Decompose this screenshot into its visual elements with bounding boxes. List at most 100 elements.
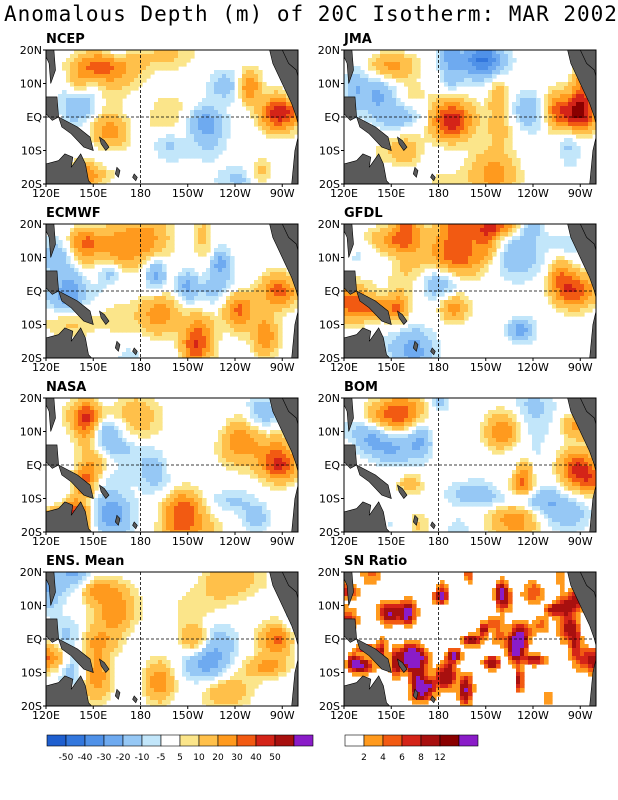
x-tick-label: 180 [130, 361, 151, 374]
colorbar-swatch [179, 734, 200, 747]
x-tick-label: 180 [428, 709, 449, 722]
x-tick-label: 90W [270, 187, 295, 200]
land-mass [579, 224, 596, 251]
y-tick-label: 20S [21, 526, 42, 539]
colorbar-swatch [344, 734, 365, 747]
colorbar-label: 20 [212, 753, 224, 763]
land-mass [99, 484, 110, 499]
land-mass [344, 327, 391, 358]
x-tick-label: 150W [172, 361, 204, 374]
x-tick-label: 120W [517, 709, 549, 722]
land-mass [58, 464, 94, 499]
y-tick-label: 10N [318, 252, 340, 265]
land-mass [344, 270, 357, 295]
y-tick-label: 20S [319, 352, 340, 365]
x-tick-label: 120E [32, 535, 60, 548]
land-mass [430, 695, 436, 704]
x-tick-label: 180 [428, 535, 449, 548]
map-svg: 120E 150E 180 150W 120W 90W 20N 10N EQ 10S 20S [318, 44, 597, 200]
page-title: Anomalous Depth (m) of 20C Isotherm: MAR… [4, 2, 618, 26]
x-tick-label: 90W [568, 709, 593, 722]
land-mass [281, 50, 298, 77]
y-tick-label: EQ [324, 111, 340, 124]
land-mass [99, 658, 110, 673]
land-mass [356, 290, 392, 325]
x-tick-label: 120E [32, 361, 60, 374]
colorbar-swatch [160, 734, 181, 747]
colorbar-swatch [420, 734, 441, 747]
y-tick-label: 10N [20, 426, 42, 439]
x-tick-label: 90W [270, 535, 295, 548]
x-tick-label: 150W [172, 709, 204, 722]
colorbar-label: -50 [58, 753, 74, 763]
land-mass [132, 347, 138, 356]
y-tick-label: EQ [26, 111, 42, 124]
x-tick-label: 180 [130, 535, 151, 548]
x-tick-label: 90W [270, 361, 295, 374]
land-mass [397, 310, 408, 325]
y-tick-label: 10S [319, 667, 340, 680]
map-svg: 120E 150E 180 150W 120W 90W 20N 10N EQ 10S 20S [318, 566, 597, 722]
panel-label: GFDL [344, 206, 383, 221]
land-mass [114, 340, 121, 352]
land-mass [46, 618, 59, 643]
land-mass [269, 398, 298, 532]
colorbar-swatch [382, 734, 403, 747]
panel-label: JMA [344, 32, 372, 47]
x-tick-label: 150E [79, 709, 107, 722]
y-tick-label: 10N [20, 600, 42, 613]
y-tick-label: 20N [20, 44, 42, 57]
colorbar-swatch [122, 734, 143, 747]
y-tick-label: EQ [324, 633, 340, 646]
y-tick-label: EQ [26, 459, 42, 472]
colorbar-label: 6 [399, 753, 405, 763]
land-mass [99, 310, 110, 325]
map-svg: 120E 150E 180 150W 120W 90W 20N 10N EQ 10S 20S [20, 218, 299, 374]
y-tick-label: 20S [319, 526, 340, 539]
land-mass [281, 572, 298, 599]
land-mass [412, 514, 419, 526]
land-mass [46, 50, 56, 84]
land-mass [430, 521, 436, 530]
land-mass [344, 444, 357, 469]
colorbar-swatches [46, 734, 314, 747]
x-tick-label: 150W [172, 187, 204, 200]
anomaly-colorbar: -50 -40 -30 -20 -10 -5 5 10 20 30 40 50 [46, 734, 330, 774]
colorbar-label: 30 [231, 753, 243, 763]
x-tick-label: 150W [470, 361, 502, 374]
y-tick-label: 20S [319, 700, 340, 713]
land-mass [46, 270, 59, 295]
colorbar-swatch [274, 734, 295, 747]
y-tick-label: 20N [20, 566, 42, 579]
y-tick-label: 10N [318, 426, 340, 439]
land-mass [58, 116, 94, 151]
panel-bom: 120E 150E 180 150W 120W 90W 20N 10N EQ 10S 20S BOM [298, 380, 598, 550]
x-tick-label: 150E [377, 535, 405, 548]
land-mass [46, 398, 56, 432]
panel-label: NASA [46, 380, 87, 395]
y-tick-label: 20N [318, 566, 340, 579]
x-tick-label: 120W [219, 709, 251, 722]
land-mass [269, 50, 298, 184]
y-tick-label: 10S [319, 493, 340, 506]
panel-nasa: 120E 150E 180 150W 120W 90W 20N 10N EQ 10S 20S NAS… [0, 380, 300, 550]
land-mass [46, 153, 93, 184]
field-cells [46, 572, 298, 706]
x-tick-label: 120W [517, 361, 549, 374]
land-mass [567, 572, 596, 706]
map-svg: 120E 150E 180 150W 120W 90W 20N 10N EQ 10S 20S [318, 392, 597, 548]
panel-ecmwf: 120E 150E 180 150W 120W 90W 20N 10N EQ 10S 20S ECM… [0, 206, 300, 376]
land-mass [281, 224, 298, 251]
colorbar-label: 50 [269, 753, 281, 763]
colorbar-label: 8 [418, 753, 424, 763]
panel-label: ECMWF [46, 206, 101, 221]
panel-ens-mean: 120E 150E 180 150W 120W 90W 20N 10N EQ 10S 20S ENS… [0, 554, 300, 724]
land-mass [114, 514, 121, 526]
land-mass [281, 398, 298, 425]
land-mass [58, 638, 94, 673]
x-tick-label: 180 [428, 187, 449, 200]
x-tick-label: 150W [470, 709, 502, 722]
land-mass [397, 658, 408, 673]
x-tick-label: 150W [470, 535, 502, 548]
colorbar-label: 4 [380, 753, 386, 763]
